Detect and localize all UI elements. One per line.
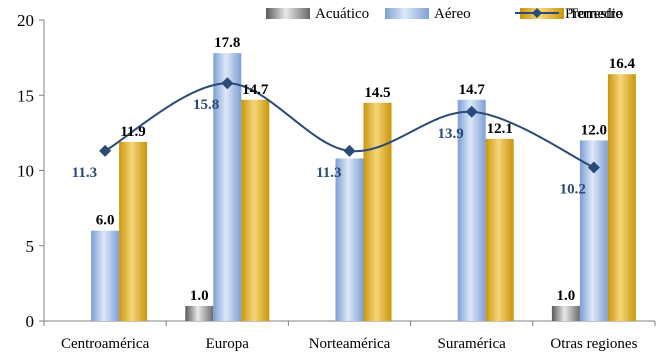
bar [363, 102, 392, 322]
bars-layer [91, 53, 636, 322]
legend-label: Aéreo [434, 6, 471, 22]
bar-data-label: 1.0 [557, 288, 576, 304]
bar-data-label: 6.0 [96, 213, 115, 229]
y-tick-label: 20 [17, 11, 34, 30]
data-labels-layer: 1.0 1.0 6.0 17.8 14.7 12.0 11.9 14.7 14.5 12.1 16.… [72, 35, 636, 304]
average-data-label: 10.2 [560, 181, 586, 197]
bar-data-label: 17.8 [214, 35, 240, 51]
bar-data-label: 11.9 [120, 124, 145, 140]
average-point [587, 161, 600, 174]
average-data-label: 11.3 [72, 165, 97, 181]
y-tick-label: 10 [17, 162, 34, 181]
bar [213, 53, 242, 322]
legend-marker [532, 8, 542, 18]
bar-data-label: 14.5 [364, 85, 390, 101]
average-line-layer [99, 77, 600, 174]
bar-data-label: 16.4 [609, 56, 636, 72]
legend-swatch [385, 8, 429, 19]
bar-data-label: 12.1 [487, 121, 513, 137]
average-data-label: 11.3 [316, 165, 341, 181]
axes: 0 5 10 15 20 Centroamérica Europa Norteamérica S… [17, 11, 656, 352]
x-category-label: Suramérica [438, 336, 507, 352]
y-tick-label: 0 [26, 312, 35, 331]
bar [457, 99, 486, 321]
bar [551, 305, 580, 321]
x-category-label: Europa [206, 336, 250, 352]
bar-data-label: 12.0 [581, 122, 607, 138]
bar-data-label: 14.7 [242, 82, 269, 98]
legend-swatch [266, 8, 310, 19]
bar-data-label: 14.7 [459, 82, 486, 98]
average-point [99, 144, 112, 157]
x-category-label: Norteamérica [309, 336, 391, 352]
bar [335, 158, 364, 321]
legend-label: Acuático [315, 6, 369, 22]
average-data-label: 13.9 [437, 126, 463, 142]
average-point [343, 144, 356, 157]
bar [241, 99, 270, 321]
bar-data-label: 1.0 [190, 288, 209, 304]
x-category-label: Centroamérica [61, 336, 150, 352]
bar [485, 138, 514, 321]
bar [119, 141, 148, 321]
y-tick-label: 5 [26, 237, 35, 256]
bar [185, 305, 214, 321]
legend-label: Terrestre [569, 6, 622, 22]
average-data-label: 15.8 [193, 97, 219, 113]
legend-label: Promedio [565, 6, 623, 22]
y-tick-label: 15 [17, 86, 34, 105]
average-point [221, 77, 234, 90]
average-point [465, 105, 478, 118]
bar [607, 74, 636, 322]
x-category-label: Otras regiones [550, 336, 637, 352]
bar [91, 230, 120, 321]
